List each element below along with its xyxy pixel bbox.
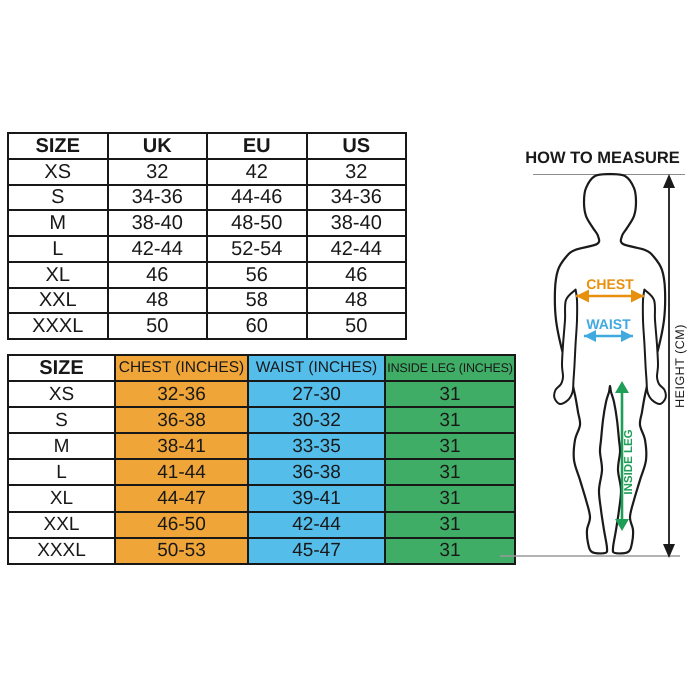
svg-text:HEIGHT (CM): HEIGHT (CM) — [673, 324, 687, 408]
svg-text:CHEST: CHEST — [586, 276, 634, 292]
svg-text:WAIST: WAIST — [586, 316, 631, 332]
svg-text:INSIDE LEG: INSIDE LEG — [623, 429, 635, 494]
